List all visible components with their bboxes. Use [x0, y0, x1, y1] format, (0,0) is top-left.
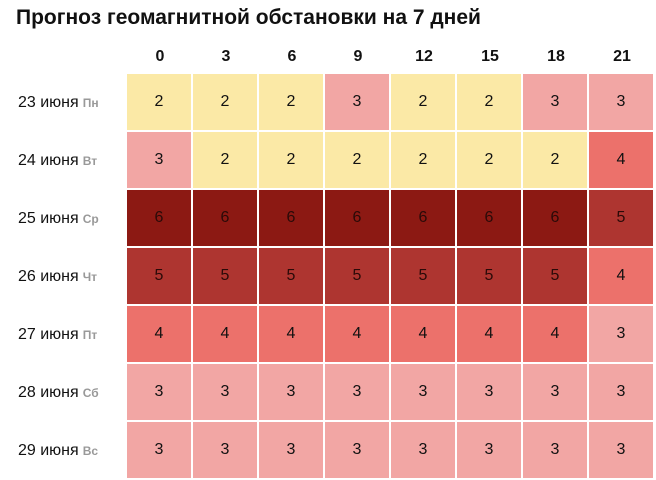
heatmap-cell: 2	[259, 74, 323, 130]
column-header-3: 3	[221, 48, 231, 65]
heatmap-cell: 3	[193, 364, 257, 420]
row-date: 29 июня	[18, 442, 79, 459]
heatmap-cell: 3	[523, 74, 587, 130]
heatmap-cell: 6	[523, 190, 587, 246]
heatmap-cell: 4	[589, 248, 653, 304]
row-weekday: Сб	[82, 386, 99, 400]
heatmap-cell: 2	[127, 74, 191, 130]
row-weekday: Пн	[82, 96, 99, 110]
row-weekday: Ср	[82, 212, 99, 226]
heatmap-cell: 2	[457, 74, 521, 130]
row-label: 23 июня Пн	[18, 74, 99, 132]
heatmap-cell: 3	[457, 422, 521, 478]
heatmap-cell: 6	[259, 190, 323, 246]
row-weekday: Вт	[82, 154, 98, 168]
heatmap-cell: 6	[391, 190, 455, 246]
column-header-12: 12	[415, 48, 433, 65]
heatmap-cell: 3	[325, 74, 389, 130]
row-weekday: Пт	[82, 328, 98, 342]
heatmap-cell: 3	[589, 364, 653, 420]
heatmap-cell: 2	[325, 132, 389, 188]
heatmap-cell: 2	[523, 132, 587, 188]
row-date: 27 июня	[18, 326, 79, 343]
row-label: 24 июня Вт	[18, 132, 97, 190]
heatmap-cell: 6	[325, 190, 389, 246]
row-weekday: Чт	[82, 270, 97, 284]
row-label: 27 июня Пт	[18, 306, 97, 364]
heatmap-cell: 3	[523, 422, 587, 478]
heatmap-cell: 2	[259, 132, 323, 188]
column-header-6: 6	[287, 48, 297, 65]
heatmap-cell: 2	[457, 132, 521, 188]
heatmap-cell: 3	[127, 132, 191, 188]
heatmap-cell: 6	[457, 190, 521, 246]
heatmap-cell: 4	[523, 306, 587, 362]
column-header-9: 9	[353, 48, 363, 65]
row-weekday: Вс	[82, 444, 99, 458]
heatmap-cell: 4	[589, 132, 653, 188]
column-header-15: 15	[481, 48, 499, 65]
row-date: 24 июня	[18, 152, 79, 169]
heatmap-cell: 5	[259, 248, 323, 304]
heatmap-cell: 5	[523, 248, 587, 304]
row-label: 29 июня Вс	[18, 422, 98, 480]
heatmap-cell: 5	[325, 248, 389, 304]
heatmap-cell: 3	[193, 422, 257, 478]
column-header-18: 18	[547, 48, 565, 65]
column-header-21: 21	[613, 48, 631, 65]
heatmap-cell: 2	[193, 132, 257, 188]
heatmap-cell: 5	[127, 248, 191, 304]
row-date: 26 июня	[18, 268, 79, 285]
heatmap-cell: 5	[193, 248, 257, 304]
heatmap-cell: 6	[193, 190, 257, 246]
row-date: 23 июня	[18, 94, 79, 111]
heatmap-cell: 3	[523, 364, 587, 420]
heatmap-cell: 3	[259, 422, 323, 478]
heatmap-cell: 4	[193, 306, 257, 362]
heatmap-cell: 4	[259, 306, 323, 362]
row-date: 25 июня	[18, 210, 79, 227]
heatmap-cell: 3	[325, 364, 389, 420]
heatmap-cell: 3	[127, 422, 191, 478]
heatmap-cell: 2	[391, 74, 455, 130]
heatmap-cell: 3	[325, 422, 389, 478]
column-header-0: 0	[155, 48, 165, 65]
heatmap-cell: 3	[589, 306, 653, 362]
row-date: 28 июня	[18, 384, 79, 401]
heatmap-cell: 4	[127, 306, 191, 362]
heatmap-cell: 3	[127, 364, 191, 420]
column-headers: 0 3 6 9 12 15 18 21	[127, 48, 656, 70]
row-label: 28 июня Сб	[18, 364, 99, 422]
heatmap-cell: 4	[457, 306, 521, 362]
heatmap-cell: 5	[589, 190, 653, 246]
heatmap-cell: 5	[391, 248, 455, 304]
heatmap-cell: 3	[391, 422, 455, 478]
heatmap-cell: 4	[325, 306, 389, 362]
row-label: 25 июня Ср	[18, 190, 99, 248]
heatmap-cell: 3	[391, 364, 455, 420]
heatmap-cell: 2	[193, 74, 257, 130]
heatmap-cell: 3	[457, 364, 521, 420]
heatmap-cell: 6	[127, 190, 191, 246]
heatmap-cell: 3	[589, 74, 653, 130]
heatmap-cell: 5	[457, 248, 521, 304]
row-label: 26 июня Чт	[18, 248, 97, 306]
heatmap-cell: 2	[391, 132, 455, 188]
chart-title: Прогноз геомагнитной обстановки на 7 дне…	[16, 6, 481, 29]
heatmap-cell: 3	[589, 422, 653, 478]
heatmap-cell: 3	[259, 364, 323, 420]
heatmap-cell: 4	[391, 306, 455, 362]
